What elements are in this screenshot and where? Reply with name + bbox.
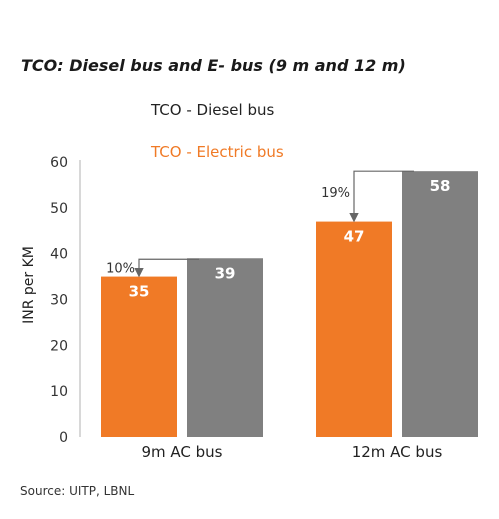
y-tick-label: 10 <box>50 384 68 400</box>
legend-electric: TCO - Electric bus <box>151 143 284 161</box>
bar-value-label: 47 <box>344 228 365 246</box>
y-tick-label: 20 <box>50 338 68 354</box>
y-tick-label: 50 <box>50 201 68 217</box>
y-tick-label: 30 <box>50 293 68 309</box>
chart-title: TCO: Diesel bus and E- bus (9 m and 12 m… <box>21 56 406 75</box>
y-tick-label: 60 <box>50 155 68 171</box>
reduction-percent-label: 10% <box>106 262 135 277</box>
bar-value-label: 58 <box>430 177 451 195</box>
reduction-percent-label: 19% <box>321 186 350 201</box>
reduction-arrow <box>349 170 414 223</box>
bar-diesel <box>402 171 478 437</box>
source-note: Source: UITP, LBNL <box>20 484 135 498</box>
bar-value-label: 39 <box>215 264 236 282</box>
reduction-arrow <box>134 258 199 278</box>
bar-diesel <box>187 258 263 437</box>
bar-electric <box>101 276 177 437</box>
category-label: 9m AC bus <box>141 443 222 461</box>
y-tick-label: 0 <box>59 430 68 446</box>
bar-value-label: 35 <box>129 283 150 301</box>
y-tick-label: 40 <box>50 247 68 263</box>
category-label: 12m AC bus <box>352 443 443 461</box>
legend-diesel: TCO - Diesel bus <box>151 101 275 119</box>
y-axis-label: INR per KM <box>21 246 37 324</box>
bar-electric <box>316 221 392 437</box>
